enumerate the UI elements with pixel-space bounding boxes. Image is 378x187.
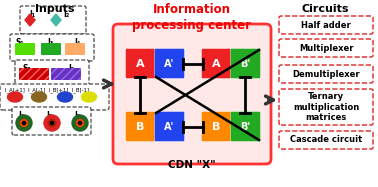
Polygon shape [51,14,61,26]
Text: S₁: S₁ [15,38,24,47]
FancyBboxPatch shape [125,111,155,142]
Text: Inputs: Inputs [35,4,75,14]
Ellipse shape [82,92,96,102]
Ellipse shape [8,92,23,102]
FancyBboxPatch shape [15,43,35,55]
Text: A: A [136,59,145,68]
Text: A': A' [164,59,175,68]
FancyBboxPatch shape [65,43,85,55]
Text: Multiplexer: Multiplexer [299,44,353,53]
Text: S₂: S₂ [23,64,31,73]
Text: I_A[+1]  I_A[-1]  I_B[+1]  I_B[-1]: I_A[+1] I_A[-1] I_B[+1] I_B[-1] [5,87,89,93]
FancyBboxPatch shape [125,48,155,79]
FancyBboxPatch shape [279,65,373,83]
Text: I₄: I₄ [74,38,80,47]
FancyBboxPatch shape [201,48,231,79]
Circle shape [79,122,82,125]
Text: I₁: I₁ [29,10,35,19]
Circle shape [44,115,60,131]
FancyBboxPatch shape [279,39,373,57]
Circle shape [20,119,28,126]
Text: A: A [212,59,221,68]
Text: Circuits: Circuits [301,4,349,14]
Circle shape [23,122,25,125]
Text: Information
processing center: Information processing center [133,3,251,32]
Circle shape [16,115,32,131]
Text: B': B' [240,59,251,68]
FancyBboxPatch shape [279,16,373,34]
Text: I₈: I₈ [74,111,80,120]
FancyBboxPatch shape [231,111,260,142]
Text: I₆: I₆ [18,111,24,120]
Text: Ternary
multiplication
matrices: Ternary multiplication matrices [293,92,359,122]
FancyBboxPatch shape [279,131,373,149]
Text: Cascade circuit: Cascade circuit [290,136,362,145]
FancyBboxPatch shape [113,24,271,164]
FancyBboxPatch shape [19,68,49,80]
FancyBboxPatch shape [201,111,231,142]
Text: CDN "X": CDN "X" [168,160,216,170]
FancyBboxPatch shape [279,89,373,125]
Text: I₅: I₅ [68,64,74,73]
Text: B: B [212,122,221,131]
FancyBboxPatch shape [15,60,89,86]
FancyBboxPatch shape [155,111,184,142]
Circle shape [72,115,88,131]
Circle shape [51,122,54,125]
Text: I₃: I₃ [47,38,53,47]
FancyBboxPatch shape [10,34,94,61]
Circle shape [76,119,84,126]
Text: B: B [136,122,145,131]
Polygon shape [25,14,35,26]
Circle shape [48,119,56,126]
FancyBboxPatch shape [12,107,91,135]
FancyBboxPatch shape [51,68,81,80]
Ellipse shape [31,92,46,102]
Text: Half adder: Half adder [301,21,351,30]
Text: I₂: I₂ [63,10,69,19]
Text: Demultiplexer: Demultiplexer [292,70,360,79]
FancyBboxPatch shape [155,48,184,79]
FancyBboxPatch shape [20,6,86,34]
Text: B': B' [240,122,251,131]
Ellipse shape [57,92,73,102]
Text: I₇: I₇ [46,111,52,120]
FancyBboxPatch shape [41,43,61,55]
Text: A': A' [164,122,175,131]
FancyBboxPatch shape [231,48,260,79]
FancyBboxPatch shape [0,84,109,110]
